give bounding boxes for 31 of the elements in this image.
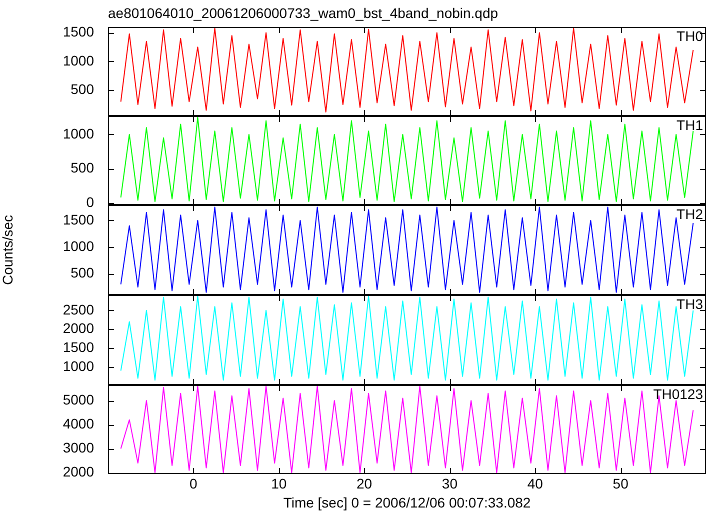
y-tick-label: 500 xyxy=(70,160,94,176)
series-label: TH0 xyxy=(676,28,704,44)
y-tick-label: 2500 xyxy=(62,301,94,318)
y-tick-label: 1000 xyxy=(62,358,94,374)
series-label: TH3 xyxy=(676,296,704,312)
y-tick-label: 3000 xyxy=(62,440,94,456)
x-tick-label: 0 xyxy=(190,475,198,492)
y-tick-label: 1000 xyxy=(62,238,94,254)
x-tick-label: 50 xyxy=(612,475,629,492)
chart-title: ae801064010_20061206000733_wam0_bst_4band_nobin.qdp xyxy=(108,4,498,21)
y-tick-label: 1000 xyxy=(62,125,94,142)
series-label: TH0123 xyxy=(653,386,704,402)
y-tick-label: 5000 xyxy=(62,391,94,408)
y-tick-label: 1000 xyxy=(62,52,94,68)
x-tick-label: 40 xyxy=(527,475,544,492)
x-tick-label: 10 xyxy=(271,475,287,492)
x-axis-title: Time [sec] 0 = 2006/12/06 00:07:33.082 xyxy=(283,494,531,510)
y-tick-label: 1500 xyxy=(62,211,94,228)
y-tick-label: 2000 xyxy=(62,464,94,480)
y-tick-label: 0 xyxy=(86,194,94,210)
series-label: TH2 xyxy=(676,206,704,222)
x-tick-label: 30 xyxy=(442,475,458,492)
y-tick-label: 500 xyxy=(70,264,94,281)
y-axis-title: Counts/sec xyxy=(0,214,16,286)
y-tick-label: 2000 xyxy=(62,320,94,336)
x-tick-label: 20 xyxy=(356,475,372,492)
y-tick-label: 1500 xyxy=(62,338,94,355)
series-label: TH1 xyxy=(676,116,704,133)
y-tick-label: 1500 xyxy=(62,24,94,40)
y-tick-label: 500 xyxy=(70,81,94,98)
y-tick-label: 4000 xyxy=(62,415,94,432)
